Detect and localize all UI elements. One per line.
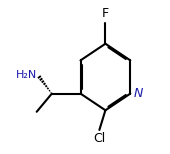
- Text: Cl: Cl: [93, 132, 106, 145]
- Text: F: F: [102, 7, 109, 20]
- Text: N: N: [134, 87, 143, 100]
- Text: H₂N: H₂N: [15, 71, 37, 81]
